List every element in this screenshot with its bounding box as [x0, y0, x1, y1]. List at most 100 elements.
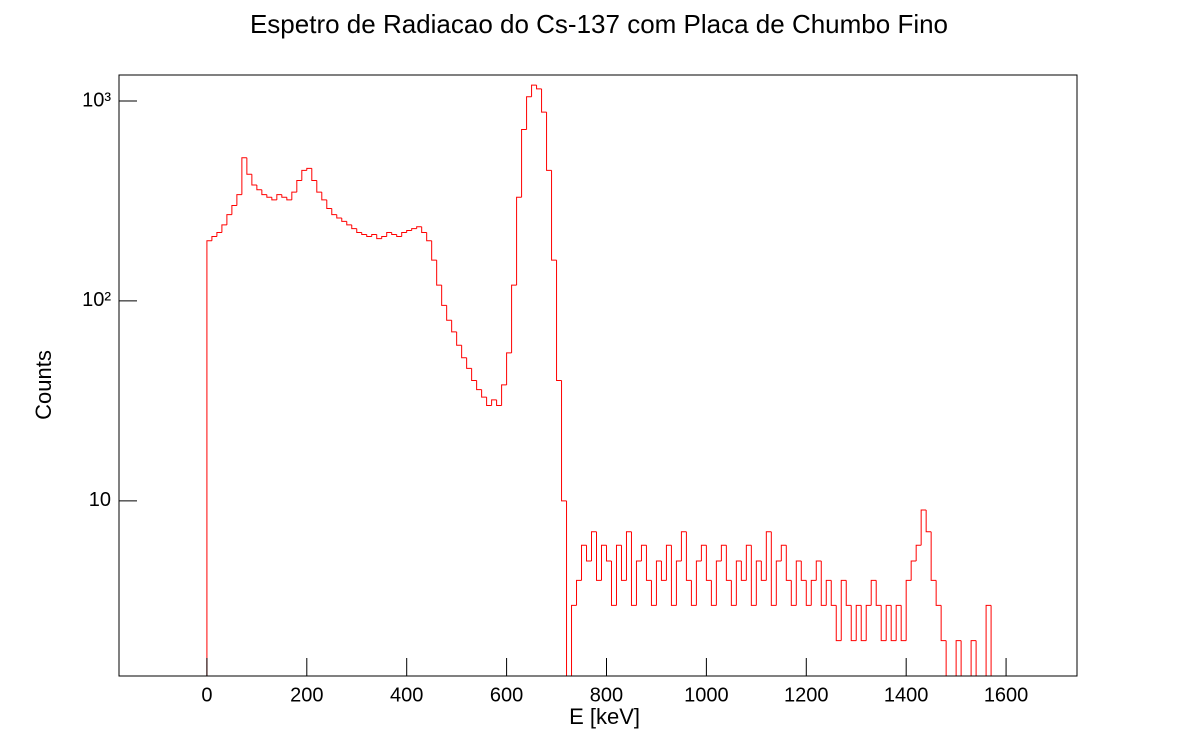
histogram-step [745, 544, 752, 581]
histogram-step [301, 169, 307, 181]
histogram-step [760, 561, 767, 581]
histogram-step [546, 112, 552, 171]
histogram-step [705, 545, 712, 581]
histogram-step [935, 580, 942, 606]
histogram-step [690, 580, 697, 606]
histogram-step [645, 545, 652, 581]
histogram-step [895, 604, 902, 641]
histogram-step [526, 96, 532, 130]
histogram-step [361, 232, 367, 235]
histogram-step [825, 579, 832, 606]
histogram-step [740, 561, 747, 581]
x-tick-label: 400 [390, 684, 423, 706]
histogram-step [391, 232, 397, 235]
histogram-step [336, 214, 342, 219]
histogram-step [511, 284, 517, 353]
histogram-step [695, 560, 702, 606]
x-tick-label: 1000 [684, 684, 729, 706]
histogram-step [795, 560, 802, 606]
histogram-step [246, 157, 252, 175]
histogram-step [331, 208, 337, 216]
histogram-step [416, 226, 422, 229]
histogram-step [685, 531, 692, 581]
histogram-step [870, 579, 877, 606]
x-tick-label: 600 [490, 684, 523, 706]
histogram-step [571, 604, 577, 676]
histogram-step [276, 194, 282, 200]
histogram-step [296, 180, 302, 193]
histogram-step [291, 191, 297, 200]
histogram-step [665, 544, 672, 581]
histogram-step [551, 170, 557, 261]
histogram-step [605, 545, 612, 562]
histogram-step [556, 260, 562, 381]
plot-area [206, 84, 992, 676]
histogram-step [591, 531, 597, 562]
histogram-step [266, 194, 272, 198]
histogram-step [231, 205, 237, 215]
x-tick-label: 0 [201, 684, 212, 706]
y-tick-label: 10² [82, 289, 111, 311]
x-tick-label: 1400 [884, 684, 929, 706]
histogram-step [281, 194, 287, 198]
x-tick-label: 1600 [984, 684, 1029, 706]
histogram-step [561, 380, 567, 502]
y-tick-label: 10 [89, 489, 111, 511]
histogram-step [790, 580, 797, 606]
histogram-step [650, 580, 657, 606]
y-tick-label: 10³ [82, 89, 111, 111]
histogram-step [700, 544, 707, 562]
histogram-step [820, 561, 827, 606]
histogram-step [930, 531, 937, 581]
histogram-step [481, 389, 487, 398]
histogram-step [720, 544, 727, 562]
histogram-step [865, 604, 872, 641]
histogram-step [216, 231, 222, 237]
histogram-step [765, 531, 772, 581]
histogram-step [426, 232, 432, 242]
histogram-step [945, 640, 947, 676]
histogram-step [326, 199, 332, 209]
histogram-step [975, 640, 977, 676]
histogram-step [491, 399, 497, 406]
histogram-step [271, 197, 277, 201]
histogram-step [675, 560, 682, 606]
histogram-step [396, 234, 402, 237]
histogram-step [770, 531, 777, 606]
plot-frame [118, 74, 1078, 677]
histogram-step [536, 85, 542, 90]
histogram-step [630, 531, 637, 606]
histogram-step [381, 235, 387, 239]
histogram-step [401, 231, 407, 237]
histogram-step [221, 224, 227, 233]
x-axis-label: E [keV] [569, 704, 640, 729]
histogram-step [840, 579, 847, 641]
histogram-step [925, 509, 932, 533]
histogram-step [600, 544, 607, 581]
histogram-step [680, 531, 687, 562]
histogram-step [610, 561, 617, 606]
histogram-step [860, 605, 867, 642]
histogram-step [710, 580, 717, 606]
histogram-step [486, 397, 492, 406]
histogram-step [236, 194, 242, 206]
histogram-step [800, 561, 807, 581]
histogram-step [620, 545, 627, 581]
histogram-step [905, 579, 912, 641]
histogram-step [341, 217, 347, 222]
histogram-step [441, 285, 447, 306]
histogram-step [880, 605, 887, 642]
histogram-step [640, 544, 647, 562]
histogram-step [775, 560, 782, 606]
histogram-step [940, 605, 947, 642]
histogram-step [476, 380, 482, 391]
histogram-step [241, 157, 247, 195]
histogram-step [755, 560, 762, 606]
histogram-step [985, 604, 992, 676]
histogram-step [226, 214, 232, 225]
histogram-step [516, 196, 522, 286]
histogram-step [321, 192, 327, 201]
histogram-step [351, 224, 357, 230]
